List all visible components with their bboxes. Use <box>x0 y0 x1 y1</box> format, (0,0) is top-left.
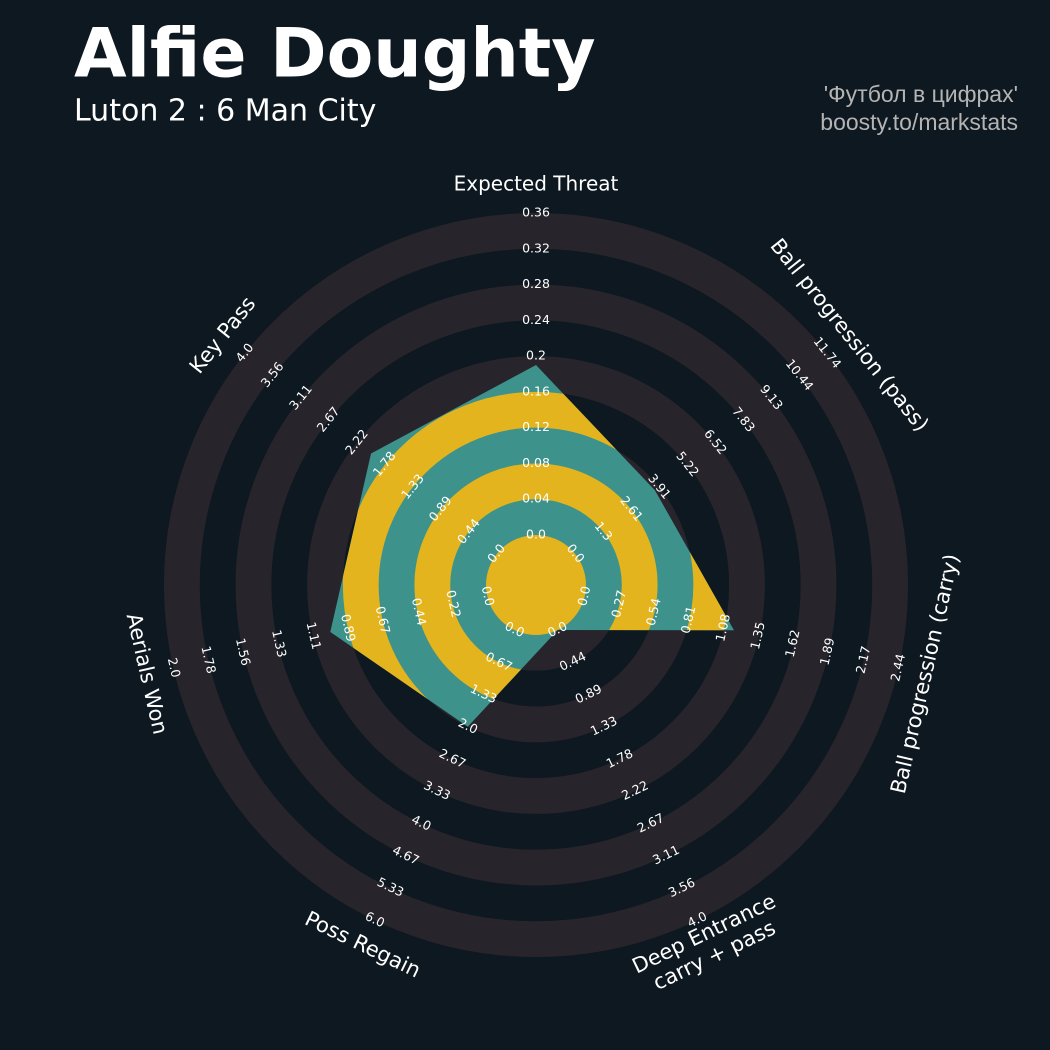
tick-label: 0.28 <box>522 276 550 291</box>
tick-label: 0.22 <box>443 589 464 619</box>
tick-label: 1.35 <box>747 620 768 650</box>
chart-title: Alfie Doughty <box>74 15 596 94</box>
tick-label: 0.89 <box>338 613 359 644</box>
tick-label: 0.27 <box>608 589 629 619</box>
tick-label: 1.11 <box>304 620 325 650</box>
category-label-text: Expected Threat <box>454 172 619 196</box>
tick-label: 0.32 <box>522 240 550 255</box>
background-ring <box>235 284 837 886</box>
tick-label: 2.44 <box>887 652 908 683</box>
tick-label: 1.89 <box>817 636 838 667</box>
chart-subtitle: Luton 2 : 6 Man City <box>74 94 376 129</box>
tick-label: 1.62 <box>782 628 803 658</box>
tick-label: 0.2 <box>526 348 546 363</box>
credit: 'Футбол в цифрах' <box>824 81 1018 107</box>
tick-label: 0.36 <box>522 205 550 220</box>
tick-label: 1.56 <box>233 637 254 668</box>
tick-label: 0.16 <box>522 383 550 398</box>
tick-label: 0.0 <box>574 585 593 608</box>
radar-ring <box>486 535 586 635</box>
tick-label: 0.04 <box>522 491 550 506</box>
background-ring <box>163 212 909 958</box>
tick-label: 0.12 <box>522 419 550 434</box>
tick-label: 1.33 <box>269 628 290 658</box>
tick-label: 0.24 <box>522 312 550 327</box>
tick-label: 0.67 <box>373 605 394 635</box>
tick-label: 0.44 <box>409 596 430 627</box>
tick-label: 2.17 <box>853 644 874 674</box>
tick-label: 0.54 <box>643 596 664 627</box>
tick-label: 0.08 <box>522 455 550 470</box>
credit: boosty.to/markstats <box>820 109 1018 135</box>
tick-label: 0.81 <box>678 604 699 634</box>
tick-label: 2.0 <box>165 656 184 679</box>
tick-label: 0.0 <box>479 585 498 608</box>
category-label: Expected Threat <box>454 172 619 196</box>
tick-label: 1.78 <box>198 644 219 675</box>
tick-label: 0.0 <box>526 527 546 542</box>
tick-label: 1.08 <box>712 612 733 643</box>
